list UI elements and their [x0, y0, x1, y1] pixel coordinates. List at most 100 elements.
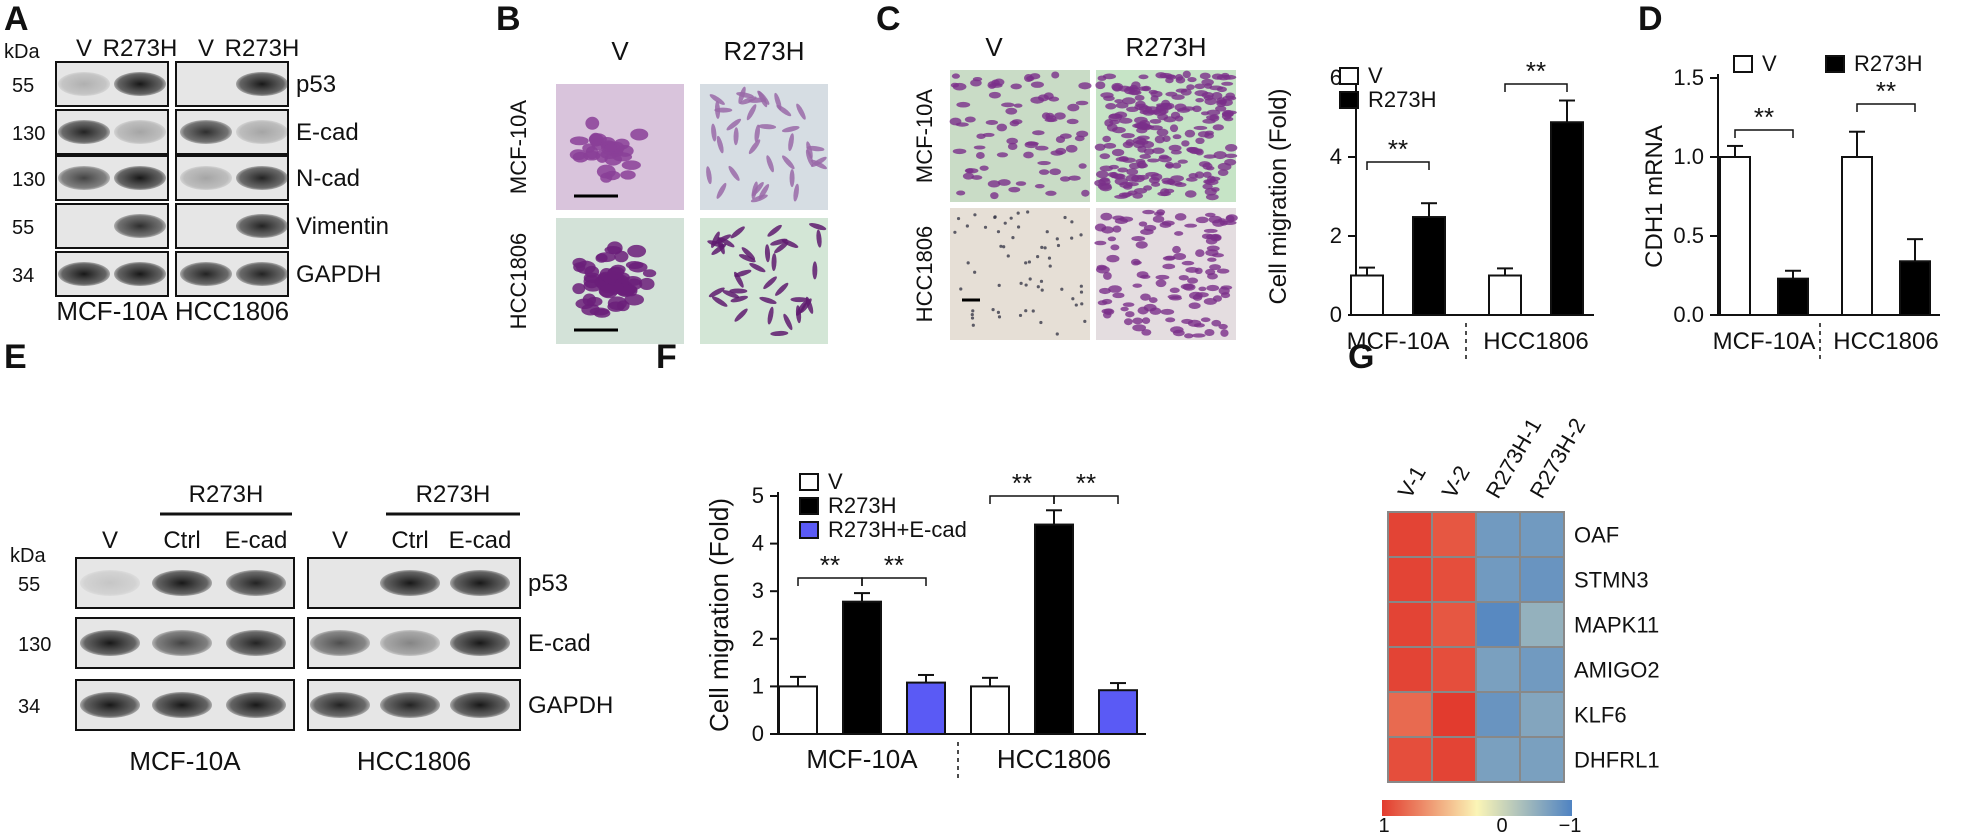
cell: [1200, 317, 1211, 323]
cell: [1040, 288, 1044, 292]
cell: [1079, 284, 1083, 288]
cell: [708, 287, 725, 298]
heatmap-cell: [1431, 511, 1477, 558]
cell: [1036, 285, 1040, 289]
cell: [1126, 168, 1139, 176]
cell: [1181, 140, 1190, 147]
cell: [983, 225, 988, 229]
heatmap-cell: [1387, 691, 1433, 738]
heatmap-cell: [1387, 601, 1433, 648]
cell: [1188, 302, 1201, 309]
cell: [748, 139, 761, 155]
cell: [1030, 96, 1045, 104]
cell: [1178, 274, 1189, 281]
heatmap-column-label: V-2: [1437, 461, 1475, 502]
heatmap-cell: [1431, 646, 1477, 693]
blot-band: [450, 692, 510, 718]
cell: [1150, 90, 1163, 98]
cell: [1078, 163, 1087, 169]
cell: [1165, 317, 1176, 323]
significance-label: **: [1876, 76, 1896, 106]
cell: [1024, 261, 1028, 265]
cell: [1047, 256, 1052, 260]
cell: [1121, 97, 1136, 105]
cell: [1097, 75, 1107, 81]
cell: [1141, 317, 1151, 325]
cell: [1005, 107, 1018, 115]
cell: [1199, 72, 1211, 80]
y-axis-title: CDH1 mRNA: [1641, 125, 1668, 268]
legend-label: V: [1762, 51, 1777, 76]
heatmap-cell: [1475, 556, 1521, 603]
micrograph-image: [556, 84, 684, 210]
legend-swatch: [1825, 55, 1845, 73]
cell: [1094, 143, 1106, 151]
cell: [1120, 306, 1129, 312]
cell: [1174, 115, 1184, 122]
cell: [1103, 271, 1112, 280]
chart-f: 0 1 2 3 4 5 Cell migration (Fold) MCF-10A HCC180…: [704, 468, 1146, 778]
blot-band: [152, 692, 212, 718]
blot-band: [380, 692, 440, 718]
significance-label: **: [1076, 468, 1096, 498]
heatmap-cell: [1519, 736, 1565, 783]
blot-row: [75, 679, 295, 731]
cell: [1048, 264, 1052, 268]
cell: [970, 312, 974, 317]
cell: [1138, 119, 1151, 128]
blot-band: [236, 214, 288, 238]
cell: [964, 116, 976, 123]
cell: [1198, 161, 1211, 168]
cell: [1206, 109, 1221, 116]
cell: [997, 315, 1002, 319]
heatmap-cell: [1475, 511, 1521, 558]
cell: [1070, 220, 1074, 224]
cell: [604, 153, 623, 166]
cell: [576, 260, 596, 275]
cell: [1184, 333, 1194, 339]
cell: [1177, 159, 1188, 164]
lane-label: V: [332, 527, 348, 554]
cell: [1037, 160, 1051, 166]
cell: [1068, 175, 1081, 181]
cell: [746, 104, 757, 121]
cell: [1036, 255, 1040, 259]
legend-label: R273H+E-cad: [828, 517, 967, 542]
lane-label: Ctrl: [163, 527, 200, 554]
cell: [1011, 119, 1023, 125]
cell: [1154, 135, 1165, 144]
cell: [1212, 219, 1225, 227]
cell: [717, 237, 725, 255]
cell: [585, 116, 600, 130]
cell: [1132, 192, 1144, 199]
blot-row: [307, 679, 521, 731]
blot-band: [58, 72, 110, 96]
blot-band: [80, 692, 140, 718]
cell: [1193, 125, 1208, 131]
cell: [775, 282, 789, 296]
blot-band: [310, 692, 370, 718]
cell: [1139, 154, 1152, 159]
cell: [1195, 97, 1205, 103]
cell: [979, 165, 989, 171]
cell: [763, 276, 777, 290]
cell: [569, 136, 589, 146]
cell: [1006, 137, 1018, 145]
cell: [1133, 140, 1145, 149]
cell: [1110, 244, 1120, 251]
cell: [1158, 155, 1172, 163]
cell: [569, 149, 587, 161]
cell: [1107, 236, 1117, 242]
panel-b-micrographs: V R273H MCF-10A HCC1806: [506, 36, 828, 344]
cell: [1206, 284, 1220, 292]
cell: [1135, 241, 1148, 249]
cell: [1029, 73, 1041, 80]
cell: [1184, 129, 1196, 138]
cell: [630, 128, 649, 141]
cell: [572, 283, 586, 295]
x-tick-label: HCC1806: [1833, 328, 1938, 355]
cell: [1013, 103, 1023, 108]
cell: [1137, 306, 1149, 315]
cell: [1209, 114, 1220, 122]
panel-label-a: A: [4, 0, 29, 38]
